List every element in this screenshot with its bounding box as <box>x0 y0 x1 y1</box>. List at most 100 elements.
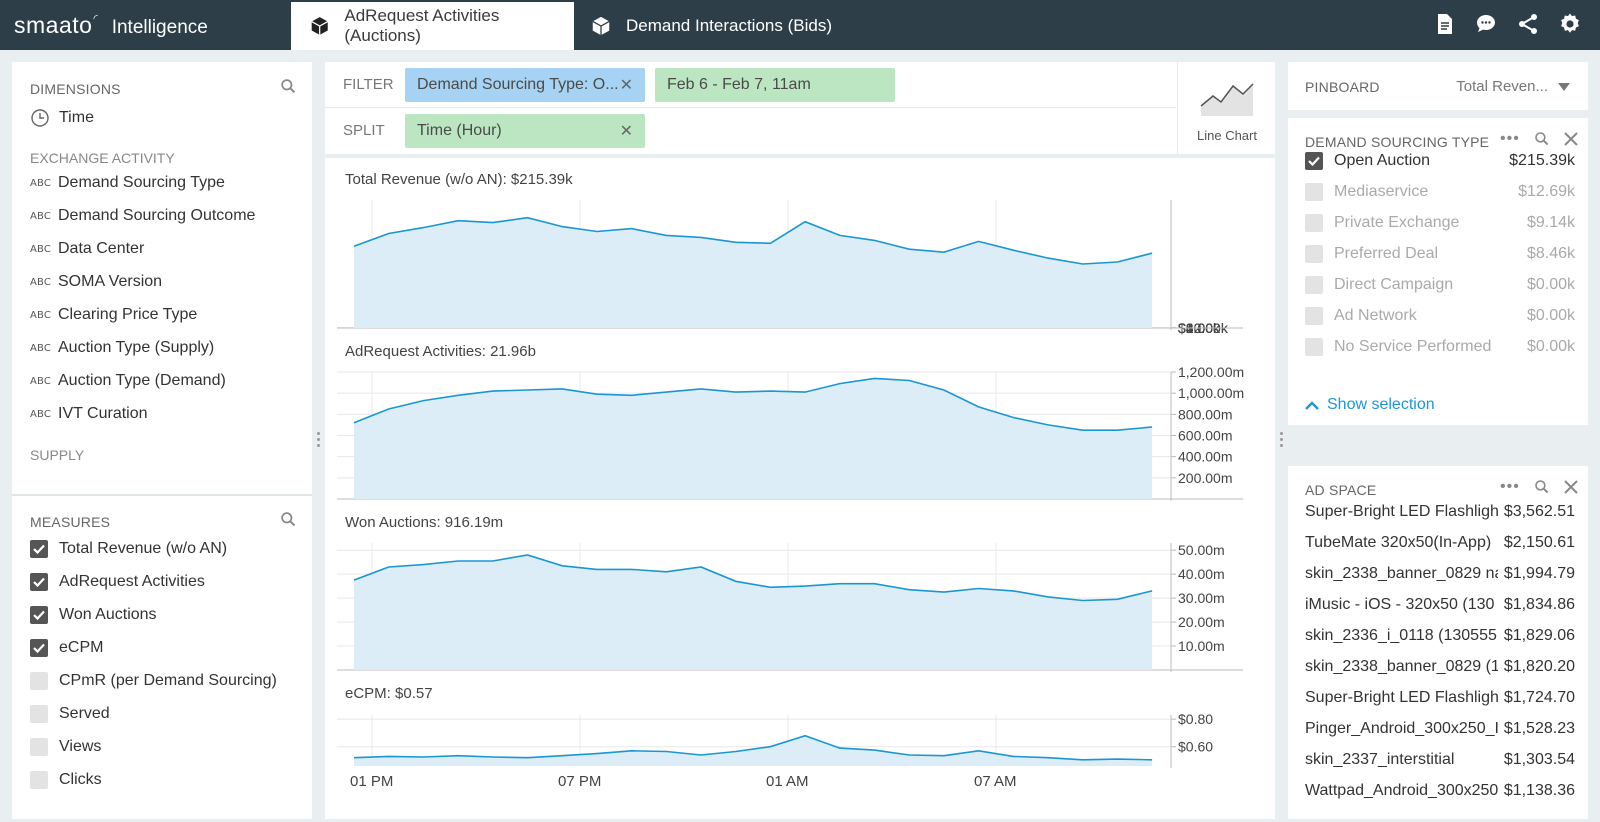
measure-item[interactable]: Won Auctions <box>30 606 157 624</box>
chart-title-total-revenue: Total Revenue (w/o AN): $215.39k <box>345 171 573 188</box>
close-icon[interactable] <box>1564 132 1578 146</box>
x-tick-label: 07 PM <box>558 773 601 790</box>
dimension-demand-sourcing-outcome[interactable]: ABC Demand Sourcing Outcome <box>30 207 256 224</box>
checkbox-unchecked-icon[interactable] <box>30 738 48 756</box>
pin-row[interactable]: Ad Network $0.00k <box>1305 307 1575 325</box>
measure-item[interactable]: AdRequest Activities <box>30 573 205 591</box>
y-tick-label: 40.00m <box>1178 566 1225 582</box>
pin-row[interactable]: Mediaservice $12.69k <box>1305 183 1575 201</box>
checkbox-unchecked-icon[interactable] <box>1305 307 1323 325</box>
share-icon[interactable] <box>1516 12 1540 36</box>
pin-row[interactable]: skin_2338_banner_0829 na $1,994.79 <box>1305 565 1575 583</box>
pin-row[interactable]: No Service Performed $0.00k <box>1305 338 1575 356</box>
checkbox-checked-icon[interactable] <box>1305 152 1323 170</box>
time-series-charts[interactable]: $12.00k$10.00k$8.00k$6.00k$4.00k$2.00k1,… <box>325 158 1275 819</box>
document-icon[interactable] <box>1432 12 1456 36</box>
checkbox-checked-icon[interactable] <box>30 639 48 657</box>
search-icon[interactable] <box>280 511 297 532</box>
checkbox-unchecked-icon[interactable] <box>30 771 48 789</box>
measure-label: eCPM <box>59 639 104 656</box>
pin-row[interactable]: skin_2338_banner_0829 (1 $1,820.20 <box>1305 658 1575 676</box>
checkbox-unchecked-icon[interactable] <box>1305 183 1323 201</box>
dimension-clearing-price-type[interactable]: ABC Clearing Price Type <box>30 306 198 323</box>
more-icon[interactable]: ••• <box>1500 130 1520 147</box>
pin-row[interactable]: Super-Bright LED Flashlight $3,562.51 <box>1305 503 1575 521</box>
more-icon[interactable]: ••• <box>1500 478 1520 495</box>
pin-row[interactable]: skin_2337_interstitial $1,303.54 <box>1305 751 1575 769</box>
pin-row-value: $1,820.20 <box>1503 658 1575 675</box>
pin-row-value: $8.46k <box>1526 245 1575 262</box>
measure-item[interactable]: Clicks <box>30 771 102 789</box>
checkbox-unchecked-icon[interactable] <box>30 672 48 690</box>
pin-row-value: $215.39k <box>1509 152 1575 169</box>
search-icon[interactable] <box>1534 479 1550 495</box>
dimension-data-center[interactable]: ABC Data Center <box>30 240 145 257</box>
pin-row[interactable]: Pinger_Android_300x250_I $1,528.23 <box>1305 720 1575 738</box>
pin-row-name: Super-Bright LED Flashlight <box>1305 503 1498 520</box>
pin-row-name: Open Auction <box>1334 152 1431 169</box>
pin-row[interactable]: Private Exchange $9.14k <box>1305 214 1575 232</box>
pin-row[interactable]: skin_2336_i_0118 (130555 $1,829.06 <box>1305 627 1575 645</box>
dimension-auction-type-supply[interactable]: ABC Auction Type (Supply) <box>30 339 215 356</box>
pin-row-name: Wattpad_Android_300x250 <box>1305 782 1498 799</box>
pin-row[interactable]: Super-Bright LED Flashlight $1,724.70 <box>1305 689 1575 707</box>
tab-adrequest-activities[interactable]: AdRequest Activities (Auctions) <box>291 2 574 50</box>
series-line <box>353 554 1153 602</box>
pinboard-header: PINBOARD Total Reven... <box>1288 62 1588 110</box>
dimension-demand-sourcing-type[interactable]: ABC Demand Sourcing Type <box>30 174 225 191</box>
pin-row[interactable]: TubeMate 320x50(In-App) $2,150.61 <box>1305 534 1575 552</box>
search-icon[interactable] <box>1534 131 1550 147</box>
checkbox-unchecked-icon[interactable] <box>1305 245 1323 263</box>
abc-icon: ABC <box>30 375 52 387</box>
filter-pill-time-range[interactable]: Feb 6 - Feb 7, 11am <box>655 68 895 102</box>
top-bar: smaato ◜ Intelligence AdRequest Activiti… <box>0 0 1600 50</box>
checkbox-unchecked-icon[interactable] <box>1305 276 1323 294</box>
visualization-selector[interactable]: Line Chart <box>1177 62 1275 154</box>
dimension-auction-type-demand[interactable]: ABC Auction Type (Demand) <box>30 372 226 389</box>
pin-row[interactable]: Open Auction $215.39k <box>1305 152 1575 170</box>
chat-icon[interactable] <box>1474 12 1498 36</box>
pin-row[interactable]: iMusic - iOS - 320x50 (130 $1,834.86 <box>1305 596 1575 614</box>
brand-sub: Intelligence <box>111 17 208 38</box>
app-logo[interactable]: smaato ◜ Intelligence <box>14 12 208 39</box>
panel-resize-handle[interactable] <box>317 432 320 447</box>
pin-row-name: Direct Campaign <box>1334 276 1454 293</box>
remove-split-icon[interactable]: ✕ <box>619 123 633 140</box>
gear-icon[interactable] <box>1558 12 1582 36</box>
checkbox-checked-icon[interactable] <box>30 540 48 558</box>
pinboard-sort-select[interactable]: Total Reven... <box>1456 78 1570 95</box>
dimension-ivt-curation[interactable]: ABC IVT Curation <box>30 405 148 422</box>
close-icon[interactable] <box>1564 480 1578 494</box>
dimension-soma-version[interactable]: ABC SOMA Version <box>30 273 163 290</box>
pin-controls: ••• <box>1500 130 1578 148</box>
pin-row[interactable]: Preferred Deal $8.46k <box>1305 245 1575 263</box>
pin-row-name: iMusic - iOS - 320x50 (130 <box>1305 596 1495 613</box>
checkbox-unchecked-icon[interactable] <box>1305 214 1323 232</box>
checkbox-checked-icon[interactable] <box>30 606 48 624</box>
split-pill-time-hour[interactable]: Time (Hour) ✕ <box>405 114 645 148</box>
tab-demand-interactions[interactable]: Demand Interactions (Bids) <box>590 2 832 50</box>
measure-item[interactable]: CPmR (per Demand Sourcing) <box>30 672 277 690</box>
measure-item[interactable]: eCPM <box>30 639 103 657</box>
show-selection-link[interactable]: Show selection <box>1305 396 1435 414</box>
filter-row: FILTER Demand Sourcing Type: O... ✕ Feb … <box>325 62 1176 108</box>
dimensions-panel: DIMENSIONS Time EXCHANGE ACTIVITY ABC Dem… <box>12 62 312 494</box>
measure-item[interactable]: Total Revenue (w/o AN) <box>30 540 227 558</box>
dimension-time[interactable]: Time <box>30 108 94 128</box>
line-chart-icon <box>1200 83 1254 116</box>
abc-icon: ABC <box>30 309 52 321</box>
series-area <box>354 735 1153 766</box>
search-icon[interactable] <box>280 78 297 99</box>
filter-pill-demand-sourcing[interactable]: Demand Sourcing Type: O... ✕ <box>405 68 645 102</box>
remove-filter-icon[interactable]: ✕ <box>619 77 633 94</box>
checkbox-checked-icon[interactable] <box>30 573 48 591</box>
pin-row[interactable]: Wattpad_Android_300x250 $1,138.36 <box>1305 782 1575 800</box>
panel-resize-handle[interactable] <box>1280 432 1283 447</box>
checkbox-unchecked-icon[interactable] <box>30 705 48 723</box>
split-row: SPLIT Time (Hour) ✕ <box>325 108 1176 154</box>
measure-item[interactable]: Views <box>30 738 101 756</box>
pin-row[interactable]: Direct Campaign $0.00k <box>1305 276 1575 294</box>
measure-item[interactable]: Served <box>30 705 110 723</box>
checkbox-unchecked-icon[interactable] <box>1305 338 1323 356</box>
pin-row-value: $1,724.70 <box>1503 689 1575 706</box>
